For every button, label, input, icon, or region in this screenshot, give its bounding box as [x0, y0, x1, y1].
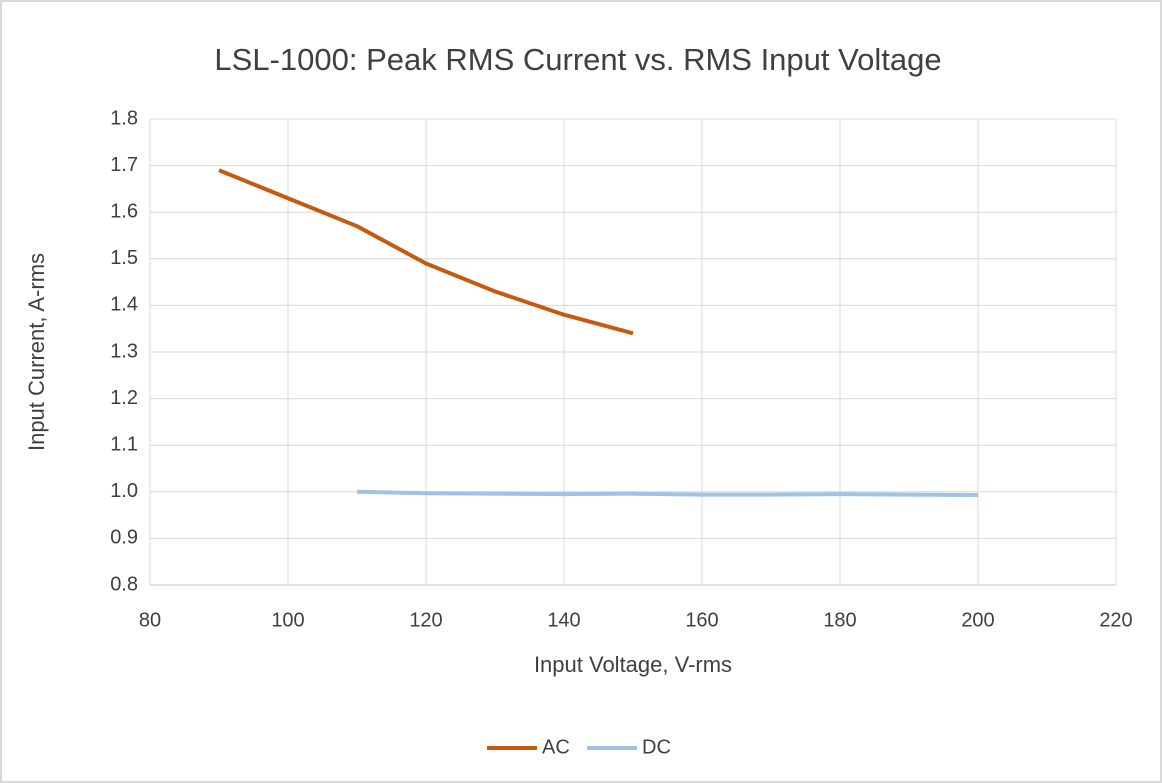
y-tick-label: 0.8 [110, 573, 138, 595]
y-axis-label: Input Current, A-rms [24, 253, 49, 451]
y-tick-label: 0.9 [110, 527, 138, 549]
x-tick-label: 120 [409, 609, 442, 631]
chart-title: LSL-1000: Peak RMS Current vs. RMS Input… [214, 42, 941, 77]
x-tick-label: 220 [1099, 609, 1132, 631]
y-tick-label: 1.4 [110, 294, 138, 316]
y-tick-label: 1.1 [110, 433, 138, 455]
y-tick-label: 1.5 [110, 247, 138, 269]
x-axis-label: Input Voltage, V-rms [534, 652, 732, 677]
y-tick-label: 1.2 [110, 387, 138, 409]
x-tick-label: 100 [271, 609, 304, 631]
x-tick-label: 180 [823, 609, 856, 631]
y-tick-label: 1.7 [110, 154, 138, 176]
series-line [356, 489, 979, 498]
x-tick-label: 140 [547, 609, 580, 631]
x-tick-label: 160 [685, 609, 718, 631]
legend-label: DC [642, 736, 671, 758]
y-tick-label: 1.8 [110, 107, 138, 129]
y-tick-label: 1.0 [110, 480, 138, 502]
x-tick-label: 80 [139, 609, 161, 631]
series-line [218, 168, 634, 336]
x-tick-label: 200 [961, 609, 994, 631]
y-tick-label: 1.3 [110, 340, 138, 362]
legend-label: AC [542, 736, 570, 758]
y-tick-label: 1.6 [110, 200, 138, 222]
